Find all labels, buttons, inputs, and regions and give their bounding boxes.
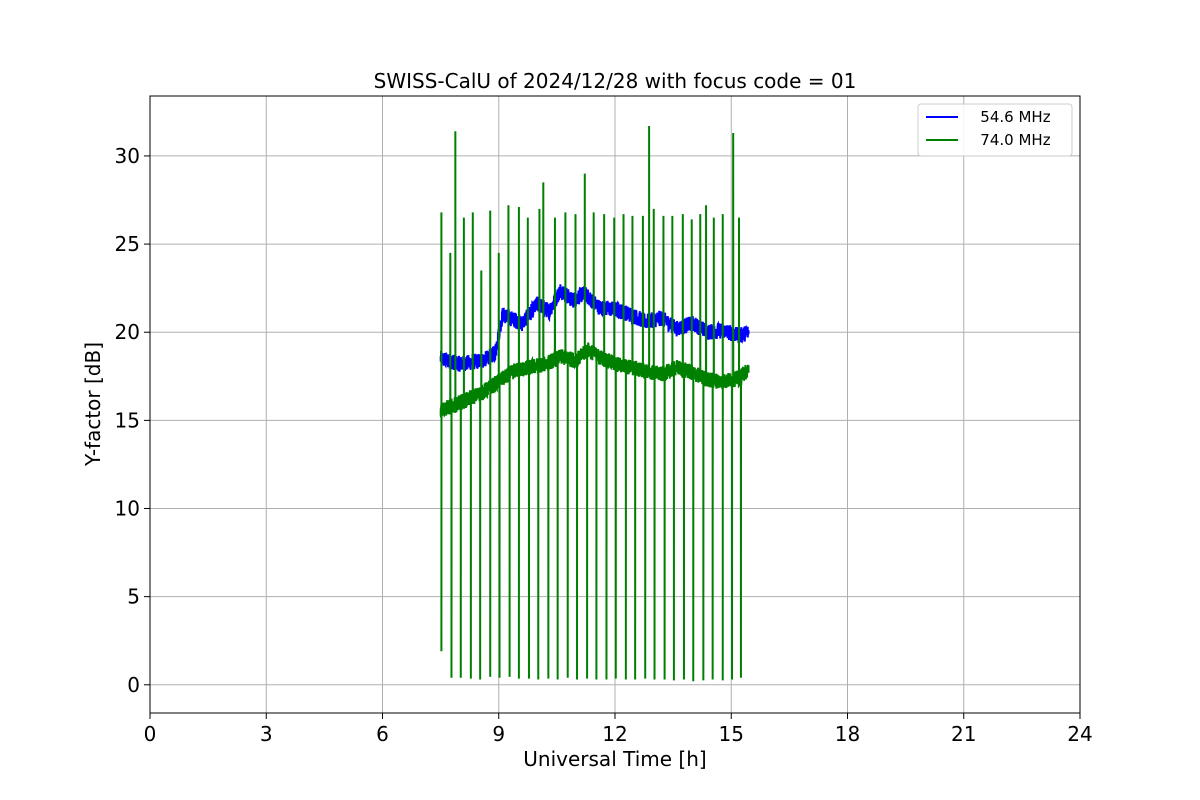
x-tick-label: 3 — [260, 722, 273, 746]
y-axis-label: Y-factor [dB] — [81, 342, 105, 467]
x-tick-label: 6 — [376, 722, 389, 746]
x-tick-label: 18 — [835, 722, 860, 746]
x-tick-label: 24 — [1067, 722, 1092, 746]
y-tick-label: 15 — [115, 408, 140, 432]
y-tick-label: 10 — [115, 497, 140, 521]
y-tick-label: 20 — [115, 320, 140, 344]
x-tick-label: 15 — [719, 722, 744, 746]
chart-title: SWISS-CalU of 2024/12/28 with focus code… — [374, 69, 857, 93]
x-axis-label: Universal Time [h] — [523, 747, 706, 771]
y-tick-label: 30 — [115, 144, 140, 168]
series-74-0-mhz — [439, 125, 750, 682]
legend-label-74-0: 74.0 MHz — [966, 131, 1051, 149]
x-tick-label: 0 — [144, 722, 157, 746]
x-tick-label: 21 — [951, 722, 976, 746]
x-tick-label: 9 — [492, 722, 505, 746]
plot-series — [439, 125, 750, 682]
y-tick-label: 0 — [127, 673, 140, 697]
x-tick-label: 12 — [602, 722, 627, 746]
legend-label-54-6: 54.6 MHz — [966, 108, 1051, 126]
y-tick-label: 25 — [115, 232, 140, 256]
y-tick-label: 5 — [127, 585, 140, 609]
legend: 54.6 MHz 74.0 MHz — [917, 103, 1073, 157]
ticks: 0 3 6 9 12 15 18 21 24 0 5 10 15 20 25 30 — [115, 144, 1093, 746]
